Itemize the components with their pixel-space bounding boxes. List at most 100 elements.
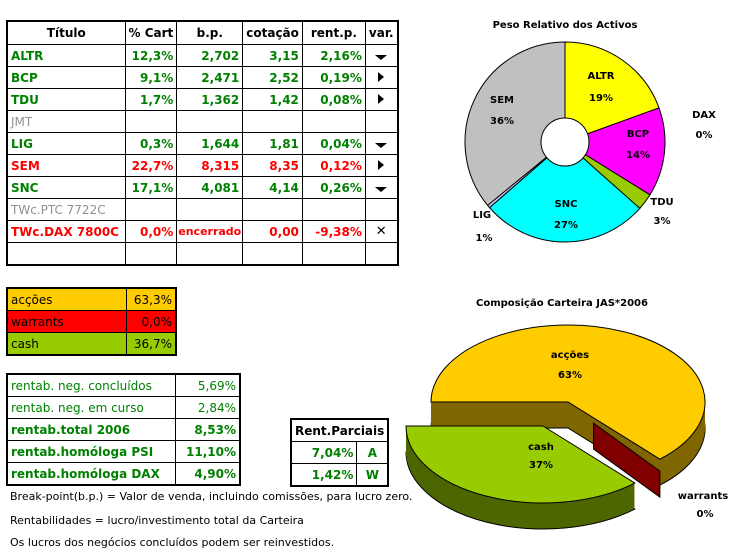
rentab-label: rentab.total 2006 (6, 418, 176, 441)
cell-titulo: TDU (6, 88, 126, 111)
down-triangle-icon (375, 186, 388, 192)
x-icon: ✕ (375, 224, 387, 239)
cell-bp: 1,362 (176, 88, 244, 111)
slice-label-percent: 19% (589, 93, 613, 104)
allocation-value: 36,7% (125, 332, 177, 356)
table-row: SEM 22,7% 8,315 8,35 0,12% (6, 154, 399, 177)
slice-label-name: cash (528, 442, 554, 453)
slice-label-name: acções (551, 350, 589, 361)
cell-var (364, 44, 399, 67)
pie3d-slice-acções (430, 324, 706, 460)
rent-parciais-value: 7,04% (290, 441, 358, 464)
rentab-row: rentab.homóloga DAX 4,90% (6, 462, 241, 486)
slice-label-percent: 3% (654, 216, 671, 227)
cell-var (364, 132, 399, 155)
right-triangle-icon (378, 71, 385, 82)
cell-bp (176, 242, 244, 266)
allocation-row: acções 63,3% (6, 287, 177, 311)
rent-parciais-tag: A (356, 441, 389, 464)
table-row: SNC 17,1% 4,081 4,14 0,26% (6, 176, 399, 199)
pie3d-slice-warrants (593, 422, 661, 499)
cell-titulo (6, 242, 126, 266)
slice-label-name: BCP (627, 129, 649, 140)
rent-parciais-table: Rent.Parciais 7,04% A 1,42% W (290, 418, 390, 487)
slice-label-percent: 63% (558, 370, 582, 381)
pie3d-slice-cash (405, 425, 636, 504)
slice-label-name: TDU (650, 197, 673, 208)
cell-rent: -9,38% (301, 220, 366, 243)
cell-bp: 4,081 (176, 176, 244, 199)
slice-label-name: warrants (678, 491, 728, 502)
slice-label-percent: 0% (697, 509, 714, 520)
slice-label-name: DAX (692, 110, 716, 121)
cell-titulo: TWc.DAX 7800C (6, 220, 126, 243)
column-header: % Cart (124, 20, 178, 45)
slice-label-percent: 0% (696, 130, 713, 141)
cell-cotacao: 1,42 (242, 88, 303, 111)
slice-label-name: SNC (555, 199, 578, 210)
rentab-value: 4,90% (174, 462, 241, 486)
slice-label-percent: 37% (529, 460, 553, 471)
note-rentabilidades: Rentabilidades = lucro/investimento tota… (10, 514, 304, 527)
allocation-table: acções 63,3% warrants 0,0% cash 36,7% (6, 287, 177, 356)
cell-var: ✕ (364, 220, 399, 243)
allocation-label: warrants (6, 310, 127, 333)
table-row: ALTR 12,3% 2,702 3,15 2,16% (6, 44, 399, 67)
rentab-label: rentab.homóloga PSI (6, 440, 176, 463)
chart-title: Composição Carteira JAS*2006 (476, 298, 648, 309)
slice-label-name: SEM (490, 95, 514, 106)
slice-label-name: LIG (473, 210, 491, 221)
rentab-row: rentab.homóloga PSI 11,10% (6, 440, 241, 463)
cell-bp: 2,471 (176, 66, 244, 89)
rentab-row: rentab. neg. em curso 2,84% (6, 396, 241, 419)
cell-var (364, 242, 399, 266)
cell-rent: 0,08% (301, 88, 366, 111)
cell-cart: 12,3% (124, 44, 178, 67)
allocation-label: cash (6, 332, 127, 356)
slice-label-percent: 1% (476, 233, 493, 244)
allocation-row: cash 36,7% (6, 332, 177, 356)
holdings-table: Título% Cart b.p. cotação rent.p. var. ALTR 12… (6, 20, 399, 266)
slice-label-percent: 36% (490, 116, 514, 127)
cell-cart: 9,1% (124, 66, 178, 89)
right-triangle-icon (378, 159, 385, 170)
cell-cart: 0,0% (124, 220, 178, 243)
table-row: TWc.DAX 7800C 0,0% encerrado 0,00 -9,38% ✕ (6, 220, 399, 243)
cell-cotacao: 8,35 (242, 154, 303, 177)
cell-bp: encerrado (176, 220, 244, 243)
cell-rent: 2,16% (301, 44, 366, 67)
allocation-label: acções (6, 287, 127, 311)
column-header: b.p. (176, 20, 244, 45)
rentab-row: rentab.total 2006 8,53% (6, 418, 241, 441)
slice-label-percent: 27% (554, 220, 578, 231)
right-triangle-icon (378, 93, 385, 104)
allocation-row: warrants 0,0% (6, 310, 177, 333)
pie-slice-sem (464, 41, 566, 207)
allocation-value: 0,0% (125, 310, 177, 333)
rent-parciais-tag: W (356, 463, 389, 487)
cell-titulo: ALTR (6, 44, 126, 67)
pie-slice-altr (564, 41, 660, 143)
note-lucros: Os lucros dos negócios concluídos podem … (10, 536, 335, 549)
rent-parciais-value: 1,42% (290, 463, 358, 487)
table-row: TWc.PTC 7722C (6, 198, 399, 221)
pie-slice-snc (488, 141, 641, 243)
table-header-row: Título% Cart b.p. cotação rent.p. var. (6, 20, 399, 45)
down-triangle-icon (375, 142, 388, 148)
donut-hole (540, 117, 590, 167)
down-triangle-icon (375, 54, 388, 60)
rentabilidade-table: rentab. neg. concluídos 5,69% rentab. neg.… (6, 373, 241, 486)
slice-label-percent: 14% (626, 150, 650, 161)
cell-cotacao: 2,52 (242, 66, 303, 89)
slice-label-name: ALTR (588, 71, 615, 82)
note-break-point: Break-point(b.p.) = Valor de venda, incl… (10, 490, 413, 503)
table-row: TDU 1,7% 1,362 1,42 0,08% (6, 88, 399, 111)
rentab-value: 11,10% (174, 440, 241, 463)
rentab-value: 8,53% (174, 418, 241, 441)
table-row: JMT (6, 110, 399, 133)
table-row (6, 242, 399, 266)
rent-parciais-header: Rent.Parciais (290, 418, 389, 442)
column-header: var. (364, 20, 399, 45)
chart-title: Peso Relativo dos Activos (493, 20, 638, 31)
